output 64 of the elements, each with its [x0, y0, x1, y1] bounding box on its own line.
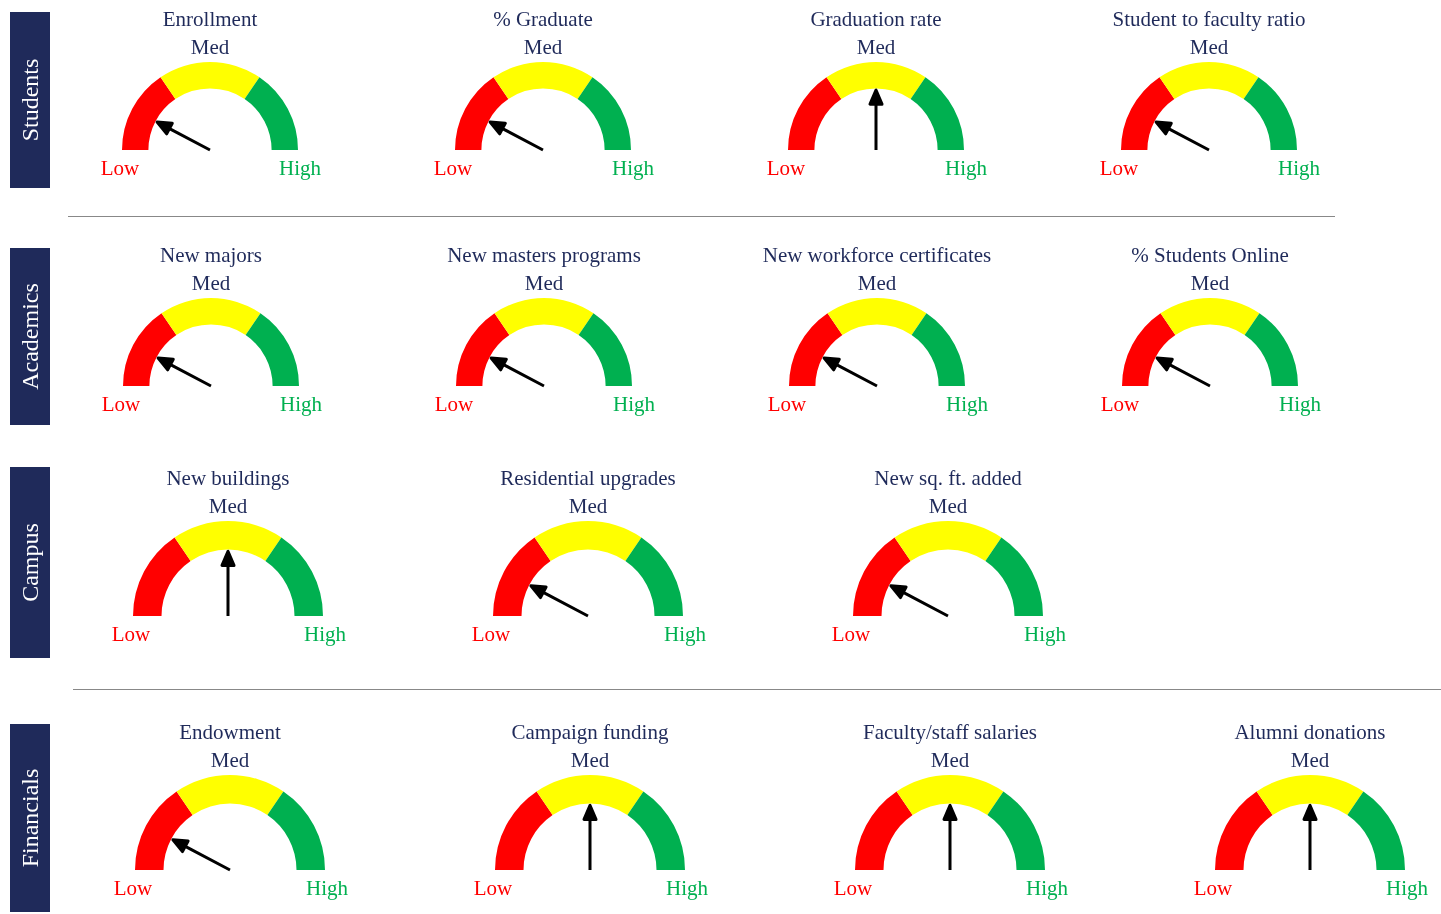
- slice-label: Low: [473, 876, 514, 900]
- slice-label: Med: [1190, 271, 1230, 295]
- slice-label: Med: [208, 494, 248, 518]
- text: Financials: [17, 768, 43, 868]
- slice-label: High: [1279, 392, 1322, 416]
- slice-label: Low: [1193, 876, 1234, 900]
- slice-label: Low: [433, 156, 474, 180]
- text: Students: [17, 58, 43, 142]
- slice-label: Low: [833, 876, 874, 900]
- slice-label: Low: [1100, 392, 1141, 416]
- slice-label: High: [306, 876, 349, 900]
- slice-label: Med: [930, 748, 970, 772]
- chart-title: Alumni donations: [1234, 720, 1386, 744]
- slice-label: Low: [1099, 156, 1140, 180]
- slice-label: Med: [857, 271, 897, 295]
- slice-label: High: [280, 392, 323, 416]
- slice-label: High: [613, 392, 656, 416]
- chart-title: Endowment: [179, 720, 281, 744]
- chart-title: New sq. ft. added: [874, 466, 1023, 490]
- slice-label: High: [612, 156, 655, 180]
- text: Academics: [17, 283, 43, 390]
- chart-title: New buildings: [166, 466, 290, 490]
- slice-label: High: [279, 156, 322, 180]
- slice-label: High: [1278, 156, 1321, 180]
- slice-label: Low: [434, 392, 475, 416]
- chart-title: New majors: [159, 243, 263, 267]
- slice-label: Med: [856, 35, 896, 59]
- slice-label: High: [304, 622, 347, 646]
- slice-label: Low: [101, 392, 142, 416]
- slice-label: Low: [111, 622, 152, 646]
- slice-label: Med: [570, 748, 610, 772]
- slice-label: High: [666, 876, 709, 900]
- chart-title: Student to faculty ratio: [1112, 7, 1306, 31]
- slice-label: Med: [524, 271, 564, 295]
- slice-label: Med: [928, 494, 968, 518]
- chart-title: Faculty/staff salaries: [863, 720, 1037, 744]
- chart-title: % Students Online: [1131, 243, 1289, 267]
- slice-label: Low: [100, 156, 141, 180]
- slice-label: Med: [568, 494, 608, 518]
- slice-label: High: [1024, 622, 1067, 646]
- chart-title: % Graduate: [493, 7, 593, 31]
- chart-title: Residential upgrades: [500, 466, 676, 490]
- text: Campus: [17, 523, 43, 602]
- slice-label: Low: [113, 876, 154, 900]
- chart-title: Graduation rate: [810, 7, 942, 31]
- slice-label: High: [945, 156, 988, 180]
- slice-label: Med: [190, 35, 230, 59]
- slice-label: Low: [766, 156, 807, 180]
- slice-label: Med: [210, 748, 250, 772]
- slice-label: High: [1386, 876, 1429, 900]
- slice-label: Med: [1189, 35, 1229, 59]
- slice-label: Low: [831, 622, 872, 646]
- chart-title: New workforce certificates: [762, 243, 992, 267]
- slice-label: High: [946, 392, 989, 416]
- chart-title: New masters programs: [447, 243, 641, 267]
- slice-label: Med: [191, 271, 231, 295]
- slice-label: Low: [471, 622, 512, 646]
- chart-title: Campaign funding: [511, 720, 669, 744]
- slice-label: High: [1026, 876, 1069, 900]
- slice-label: Med: [523, 35, 563, 59]
- slice-label: Low: [767, 392, 808, 416]
- chart-title: Enrollment: [162, 7, 258, 31]
- slice-label: Med: [1290, 748, 1330, 772]
- slice-label: High: [664, 622, 707, 646]
